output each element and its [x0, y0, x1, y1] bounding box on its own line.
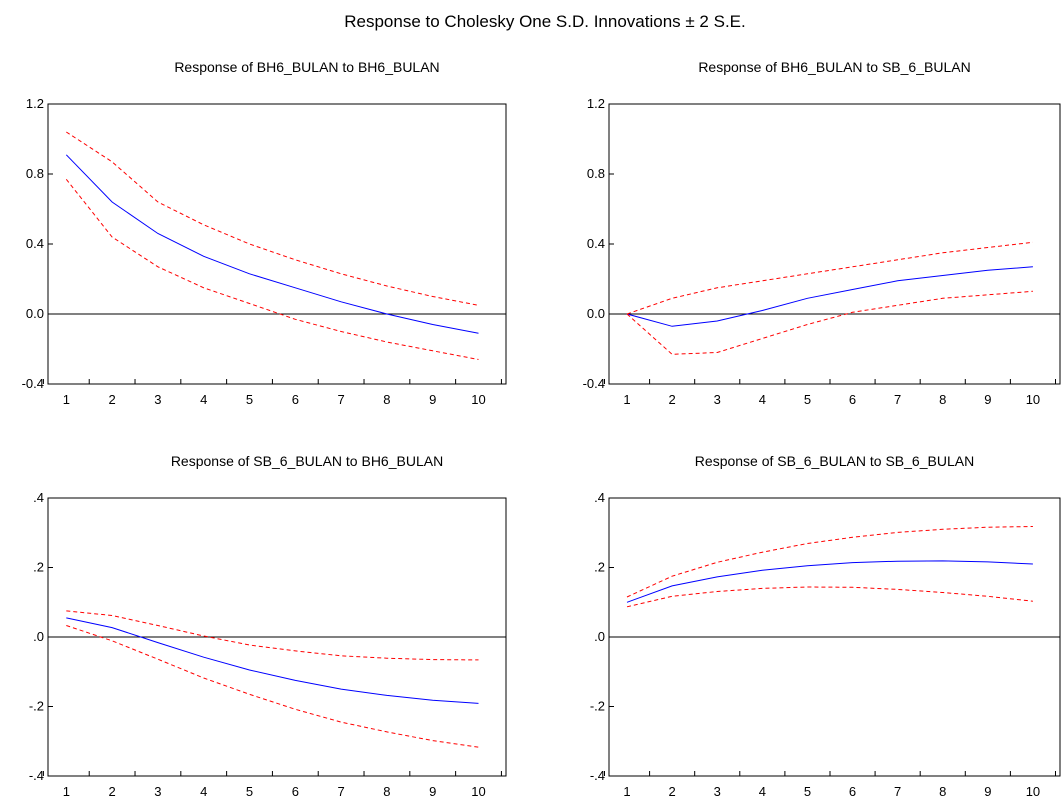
x-tick-label: 4 [759, 392, 766, 407]
lower-band-line [66, 625, 479, 748]
y-tick-label: 0.0 [587, 306, 605, 321]
y-tick-label: -0.4 [22, 376, 44, 391]
x-tick-label: 9 [984, 784, 991, 798]
x-tick-label: 6 [292, 392, 299, 407]
y-tick-label: 0.8 [587, 166, 605, 181]
figure-title: Response to Cholesky One S.D. Innovation… [344, 12, 745, 31]
y-tick-label: 0.4 [587, 236, 605, 251]
x-tick-label: 8 [383, 784, 390, 798]
x-tick-label: 5 [246, 392, 253, 407]
y-tick-label: -0.4 [583, 376, 605, 391]
x-tick-label: 1 [63, 392, 70, 407]
x-tick-label: 8 [939, 784, 946, 798]
y-tick-label: -.4 [29, 768, 44, 783]
x-tick-label: 3 [154, 784, 161, 798]
plot-frame [608, 103, 1061, 385]
x-tick-label: 7 [338, 784, 345, 798]
y-tick-label: 0.0 [26, 306, 44, 321]
x-tick-label: 6 [849, 392, 856, 407]
x-tick-label: 5 [804, 392, 811, 407]
panel-title: Response of BH6_BULAN to BH6_BULAN [174, 59, 439, 75]
panel-title: Response of SB_6_BULAN to SB_6_BULAN [695, 453, 974, 469]
y-tick-label: .4 [594, 490, 605, 505]
y-tick-label: -.2 [29, 699, 44, 714]
y-tick-label: 1.2 [26, 96, 44, 111]
upper-band-line [66, 610, 479, 661]
x-tick-label: 6 [292, 784, 299, 798]
x-tick-label: 8 [939, 392, 946, 407]
x-tick-label: 1 [623, 784, 630, 798]
x-tick-label: 2 [109, 784, 116, 798]
y-tick-label: -.2 [590, 699, 605, 714]
panel-3: Response of SB_6_BULAN to BH6_BULAN -.4 -.… [29, 453, 507, 799]
y-tick-label: .4 [33, 490, 44, 505]
x-tick-label: 5 [804, 784, 811, 798]
x-tick-label: 9 [429, 392, 436, 407]
lower-band-line [626, 586, 1033, 608]
x-tick-label: 1 [623, 392, 630, 407]
x-tick-label: 2 [669, 392, 676, 407]
x-tick-label: 7 [894, 784, 901, 798]
upper-band-line [626, 241, 1033, 315]
x-tick-label: 7 [338, 392, 345, 407]
panel-4: Response of SB_6_BULAN to SB_6_BULAN -.4 -… [590, 453, 1061, 799]
x-tick-label: 2 [109, 392, 116, 407]
x-tick-label: 4 [200, 784, 207, 798]
x-tick-label: 10 [471, 784, 485, 798]
x-tick-label: 2 [669, 784, 676, 798]
lower-band-line [65, 178, 479, 360]
y-tick-label: 1.2 [587, 96, 605, 111]
panel-1: Response of BH6_BULAN to BH6_BULAN -0.4 0.… [22, 59, 507, 407]
x-tick-label: 7 [894, 392, 901, 407]
x-tick-label: 1 [63, 784, 70, 798]
plot-frame [47, 103, 507, 385]
x-tick-label: 10 [1026, 784, 1040, 798]
x-tick-label: 9 [984, 392, 991, 407]
x-tick-label: 10 [1026, 392, 1040, 407]
response-line [66, 617, 479, 704]
x-tick-label: 3 [714, 392, 721, 407]
y-tick-label: .2 [594, 560, 605, 575]
y-tick-label: .0 [33, 629, 44, 644]
x-tick-label: 9 [429, 784, 436, 798]
y-tick-label: .0 [594, 629, 605, 644]
x-tick-label: 4 [759, 784, 766, 798]
response-line [626, 266, 1033, 327]
y-tick-label: .2 [33, 560, 44, 575]
response-line [626, 560, 1033, 603]
y-tick-label: 0.4 [26, 236, 44, 251]
panel-2: Response of BH6_BULAN to SB_6_BULAN -0.4 0… [583, 59, 1061, 407]
lower-band-line [626, 290, 1033, 355]
upper-band-line [626, 526, 1033, 598]
x-tick-label: 4 [200, 392, 207, 407]
panel-title: Response of SB_6_BULAN to BH6_BULAN [171, 453, 443, 469]
x-tick-label: 3 [714, 784, 721, 798]
response-line [65, 154, 479, 334]
x-tick-label: 10 [471, 392, 485, 407]
x-tick-label: 8 [383, 392, 390, 407]
x-tick-label: 5 [246, 784, 253, 798]
y-tick-label: -.4 [590, 768, 605, 783]
x-tick-label: 3 [154, 392, 161, 407]
x-tick-label: 6 [849, 784, 856, 798]
panel-title: Response of BH6_BULAN to SB_6_BULAN [698, 59, 970, 75]
upper-band-line [66, 131, 479, 306]
y-tick-label: 0.8 [26, 166, 44, 181]
